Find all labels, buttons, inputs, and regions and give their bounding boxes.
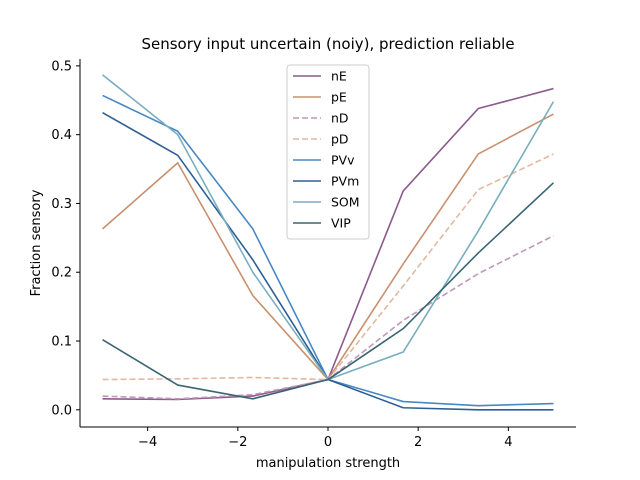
y-tick-label: 0.2 bbox=[51, 266, 72, 281]
y-axis-label: Fraction sensory bbox=[29, 189, 44, 296]
series-line-VIP bbox=[102, 182, 554, 400]
legend-label-nD: nD bbox=[331, 111, 349, 126]
legend-label-pE: pE bbox=[331, 90, 347, 105]
legend: nE pE nD pD PVv PVm SOM VIP bbox=[286, 64, 370, 240]
series-line-nD bbox=[102, 235, 554, 400]
legend-label-nE: nE bbox=[331, 69, 347, 84]
legend-label-pD: pD bbox=[331, 132, 349, 147]
legend-label-VIP: VIP bbox=[331, 216, 351, 231]
legend-box bbox=[286, 64, 370, 240]
axes: −4 −2 0 2 4 0.0 0.1 0.2 0.3 0.4 0.5 bbox=[51, 59, 576, 450]
x-tick-label: −2 bbox=[228, 435, 247, 450]
x-tick-label: −4 bbox=[138, 435, 157, 450]
y-tick-label: 0.5 bbox=[51, 59, 72, 74]
plot-area bbox=[102, 74, 555, 411]
x-tick-label: 4 bbox=[504, 435, 512, 450]
y-tick-label: 0.3 bbox=[51, 197, 72, 212]
x-tick-label: 2 bbox=[414, 435, 422, 450]
y-tick-label: 0.4 bbox=[51, 128, 72, 143]
y-tick-label: 0.1 bbox=[51, 335, 72, 350]
x-tick-label: 0 bbox=[324, 435, 332, 450]
legend-label-PVm: PVm bbox=[331, 174, 359, 189]
chart-title: Sensory input uncertain (noiy), predicti… bbox=[141, 35, 514, 53]
legend-label-SOM: SOM bbox=[331, 195, 360, 210]
x-axis-label: manipulation strength bbox=[256, 456, 400, 471]
y-tick-label: 0.0 bbox=[51, 403, 72, 418]
legend-label-PVv: PVv bbox=[331, 153, 355, 168]
